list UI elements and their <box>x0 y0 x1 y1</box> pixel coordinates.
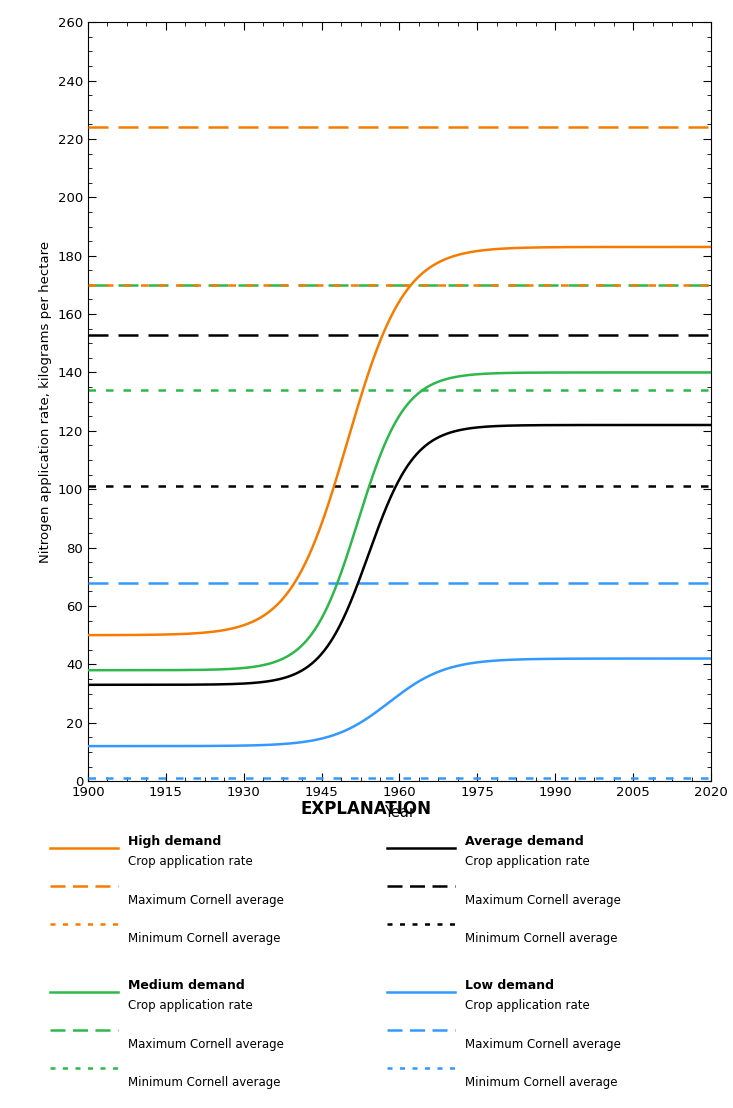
Text: Minimum Cornell average: Minimum Cornell average <box>128 932 280 945</box>
Text: Maximum Cornell average: Maximum Cornell average <box>128 894 284 906</box>
Text: Minimum Cornell average: Minimum Cornell average <box>128 1076 280 1089</box>
Text: Minimum Cornell average: Minimum Cornell average <box>465 1076 617 1089</box>
Text: Maximum Cornell average: Maximum Cornell average <box>128 1037 284 1050</box>
Text: Crop application rate: Crop application rate <box>128 999 252 1013</box>
Text: High demand: High demand <box>128 835 221 848</box>
Text: Crop application rate: Crop application rate <box>128 855 252 869</box>
Text: Low demand: Low demand <box>465 978 554 992</box>
Text: Maximum Cornell average: Maximum Cornell average <box>465 894 621 906</box>
Text: EXPLANATION: EXPLANATION <box>301 800 432 818</box>
Y-axis label: Nitrogen application rate, kilograms per hectare: Nitrogen application rate, kilograms per… <box>39 240 52 563</box>
Text: Crop application rate: Crop application rate <box>465 999 589 1013</box>
Text: Average demand: Average demand <box>465 835 583 848</box>
X-axis label: Year: Year <box>384 804 415 820</box>
Text: Maximum Cornell average: Maximum Cornell average <box>465 1037 621 1050</box>
Text: Medium demand: Medium demand <box>128 978 244 992</box>
Text: Crop application rate: Crop application rate <box>465 855 589 869</box>
Text: Minimum Cornell average: Minimum Cornell average <box>465 932 617 945</box>
